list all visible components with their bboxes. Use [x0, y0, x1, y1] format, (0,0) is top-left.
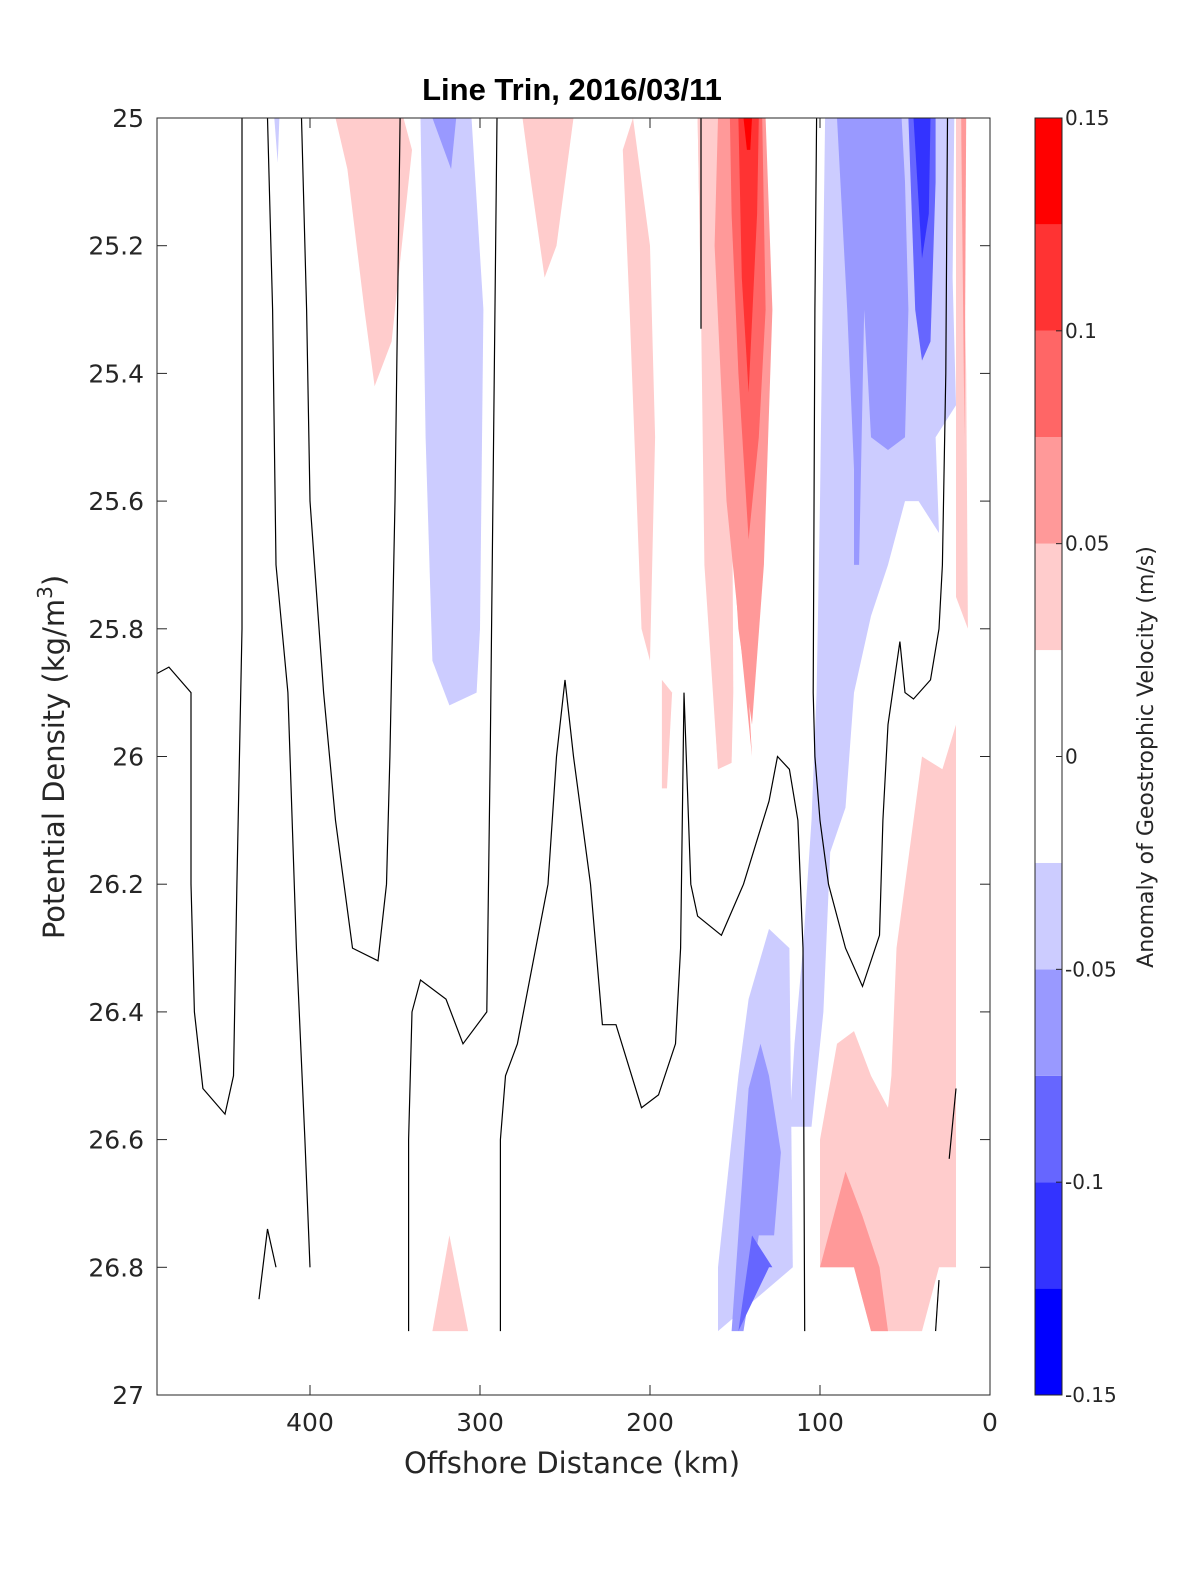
y-tick-label: 26.6	[88, 1126, 144, 1155]
contour-region-jet-5	[743, 118, 752, 150]
zero-contour-c7	[812, 118, 949, 989]
colorbar-swatch	[1035, 437, 1062, 544]
y-tick-label: 26.2	[88, 870, 144, 899]
zero-contour-c8	[258, 1228, 277, 1300]
zero-contour-c10	[935, 1280, 940, 1332]
contour-region-pos-e2	[961, 118, 967, 438]
colorbar-tick-label: 0.1	[1065, 319, 1097, 343]
contour-region-pos-bot	[432, 1235, 469, 1332]
colorbar-swatch	[1035, 118, 1062, 225]
contour-region-pos-a	[335, 118, 412, 387]
colorbar-swatch	[1035, 862, 1062, 970]
zero-contour-c9	[948, 1088, 957, 1159]
y-tick-label: 25	[112, 104, 144, 133]
colorbar-swatch	[1035, 1075, 1062, 1183]
contour-region-neg-tiny	[274, 118, 280, 163]
contour-region-neg-b2	[837, 118, 909, 565]
y-tick-label: 25.6	[88, 487, 144, 516]
zero-contour-c4	[408, 118, 498, 1332]
colorbar: 0.15 0.1 0.05 0 -0.05 -0.1 -0.15	[1034, 106, 1117, 1407]
y-axis-label-main: Potential Density (kg/m	[37, 599, 71, 939]
contour-region-pos-c	[622, 118, 656, 661]
y-tick-label: 26.4	[88, 998, 144, 1027]
colorbar-swatch	[1035, 1182, 1062, 1289]
y-tick-label: 25.4	[88, 359, 144, 388]
colorbar-swatch	[1035, 330, 1062, 438]
x-tick-label: 0	[982, 1408, 998, 1437]
x-tick-label: 200	[626, 1408, 674, 1437]
y-axis-label-end: )	[37, 575, 71, 586]
axes: 400 300 200 100 0 25 25.2 25.4 25.6 25.8 26 26.2 26.…	[88, 104, 998, 1437]
colorbar-swatch	[1035, 543, 1062, 651]
colorbar-tick-label: -0.15	[1065, 1383, 1117, 1407]
contour-region-pos-d	[820, 724, 956, 1332]
contour-region-pos-d2	[820, 1171, 888, 1332]
contour-region-neg-a	[420, 118, 484, 706]
y-tick-label: 26.8	[88, 1253, 144, 1282]
zero-contour-c1	[157, 118, 243, 1116]
colorbar-tick-label: 0.15	[1065, 106, 1110, 130]
contour-region-pos-c2	[661, 679, 673, 789]
y-axis-label: Potential Density (kg/m3)	[33, 575, 71, 939]
contour-region-jet-4	[738, 118, 759, 393]
colorbar-swatch	[1035, 969, 1062, 1076]
y-tick-label: 26	[112, 743, 144, 772]
contour-fill-layer	[274, 118, 968, 1332]
zero-contour-c3	[300, 118, 401, 962]
x-tick-label: 100	[796, 1408, 844, 1437]
zero-contour-c2	[266, 118, 311, 1268]
y-tick-label: 25.2	[88, 232, 144, 261]
colorbar-tick-label: -0.05	[1065, 957, 1117, 981]
contour-region-neg-c2	[731, 1043, 781, 1332]
colorbar-tick-label: -0.1	[1065, 1170, 1104, 1194]
colorbar-swatch	[1035, 1288, 1062, 1395]
contour-region-neg-c3	[738, 1235, 773, 1332]
colorbar-tick-label: 0	[1065, 745, 1078, 769]
colorbar-tick-label: 0.05	[1065, 532, 1110, 556]
contour-region-neg-b4	[913, 118, 931, 259]
x-tick-label: 300	[456, 1408, 504, 1437]
y-axis-label-sup: 3	[33, 586, 57, 599]
x-tick-label: 400	[286, 1408, 334, 1437]
contour-line-layer	[157, 118, 957, 1332]
x-axis-label: Offshore Distance (km)	[404, 1446, 740, 1480]
y-tick-label: 25.8	[88, 615, 144, 644]
colorbar-label: Anomaly of Geostrophic Velocity (m/s)	[1134, 546, 1159, 968]
contour-region-pos-b	[522, 118, 574, 278]
colorbar-swatch	[1035, 224, 1062, 331]
contour-region-neg-a2	[432, 118, 457, 170]
zero-contour-c5	[499, 679, 806, 1332]
y-tick-label: 27	[112, 1381, 144, 1410]
contour-region-neg-b	[789, 118, 956, 1127]
chart-title: Line Trin, 2016/03/11	[422, 72, 722, 107]
contour-region-pos-e	[956, 118, 968, 629]
